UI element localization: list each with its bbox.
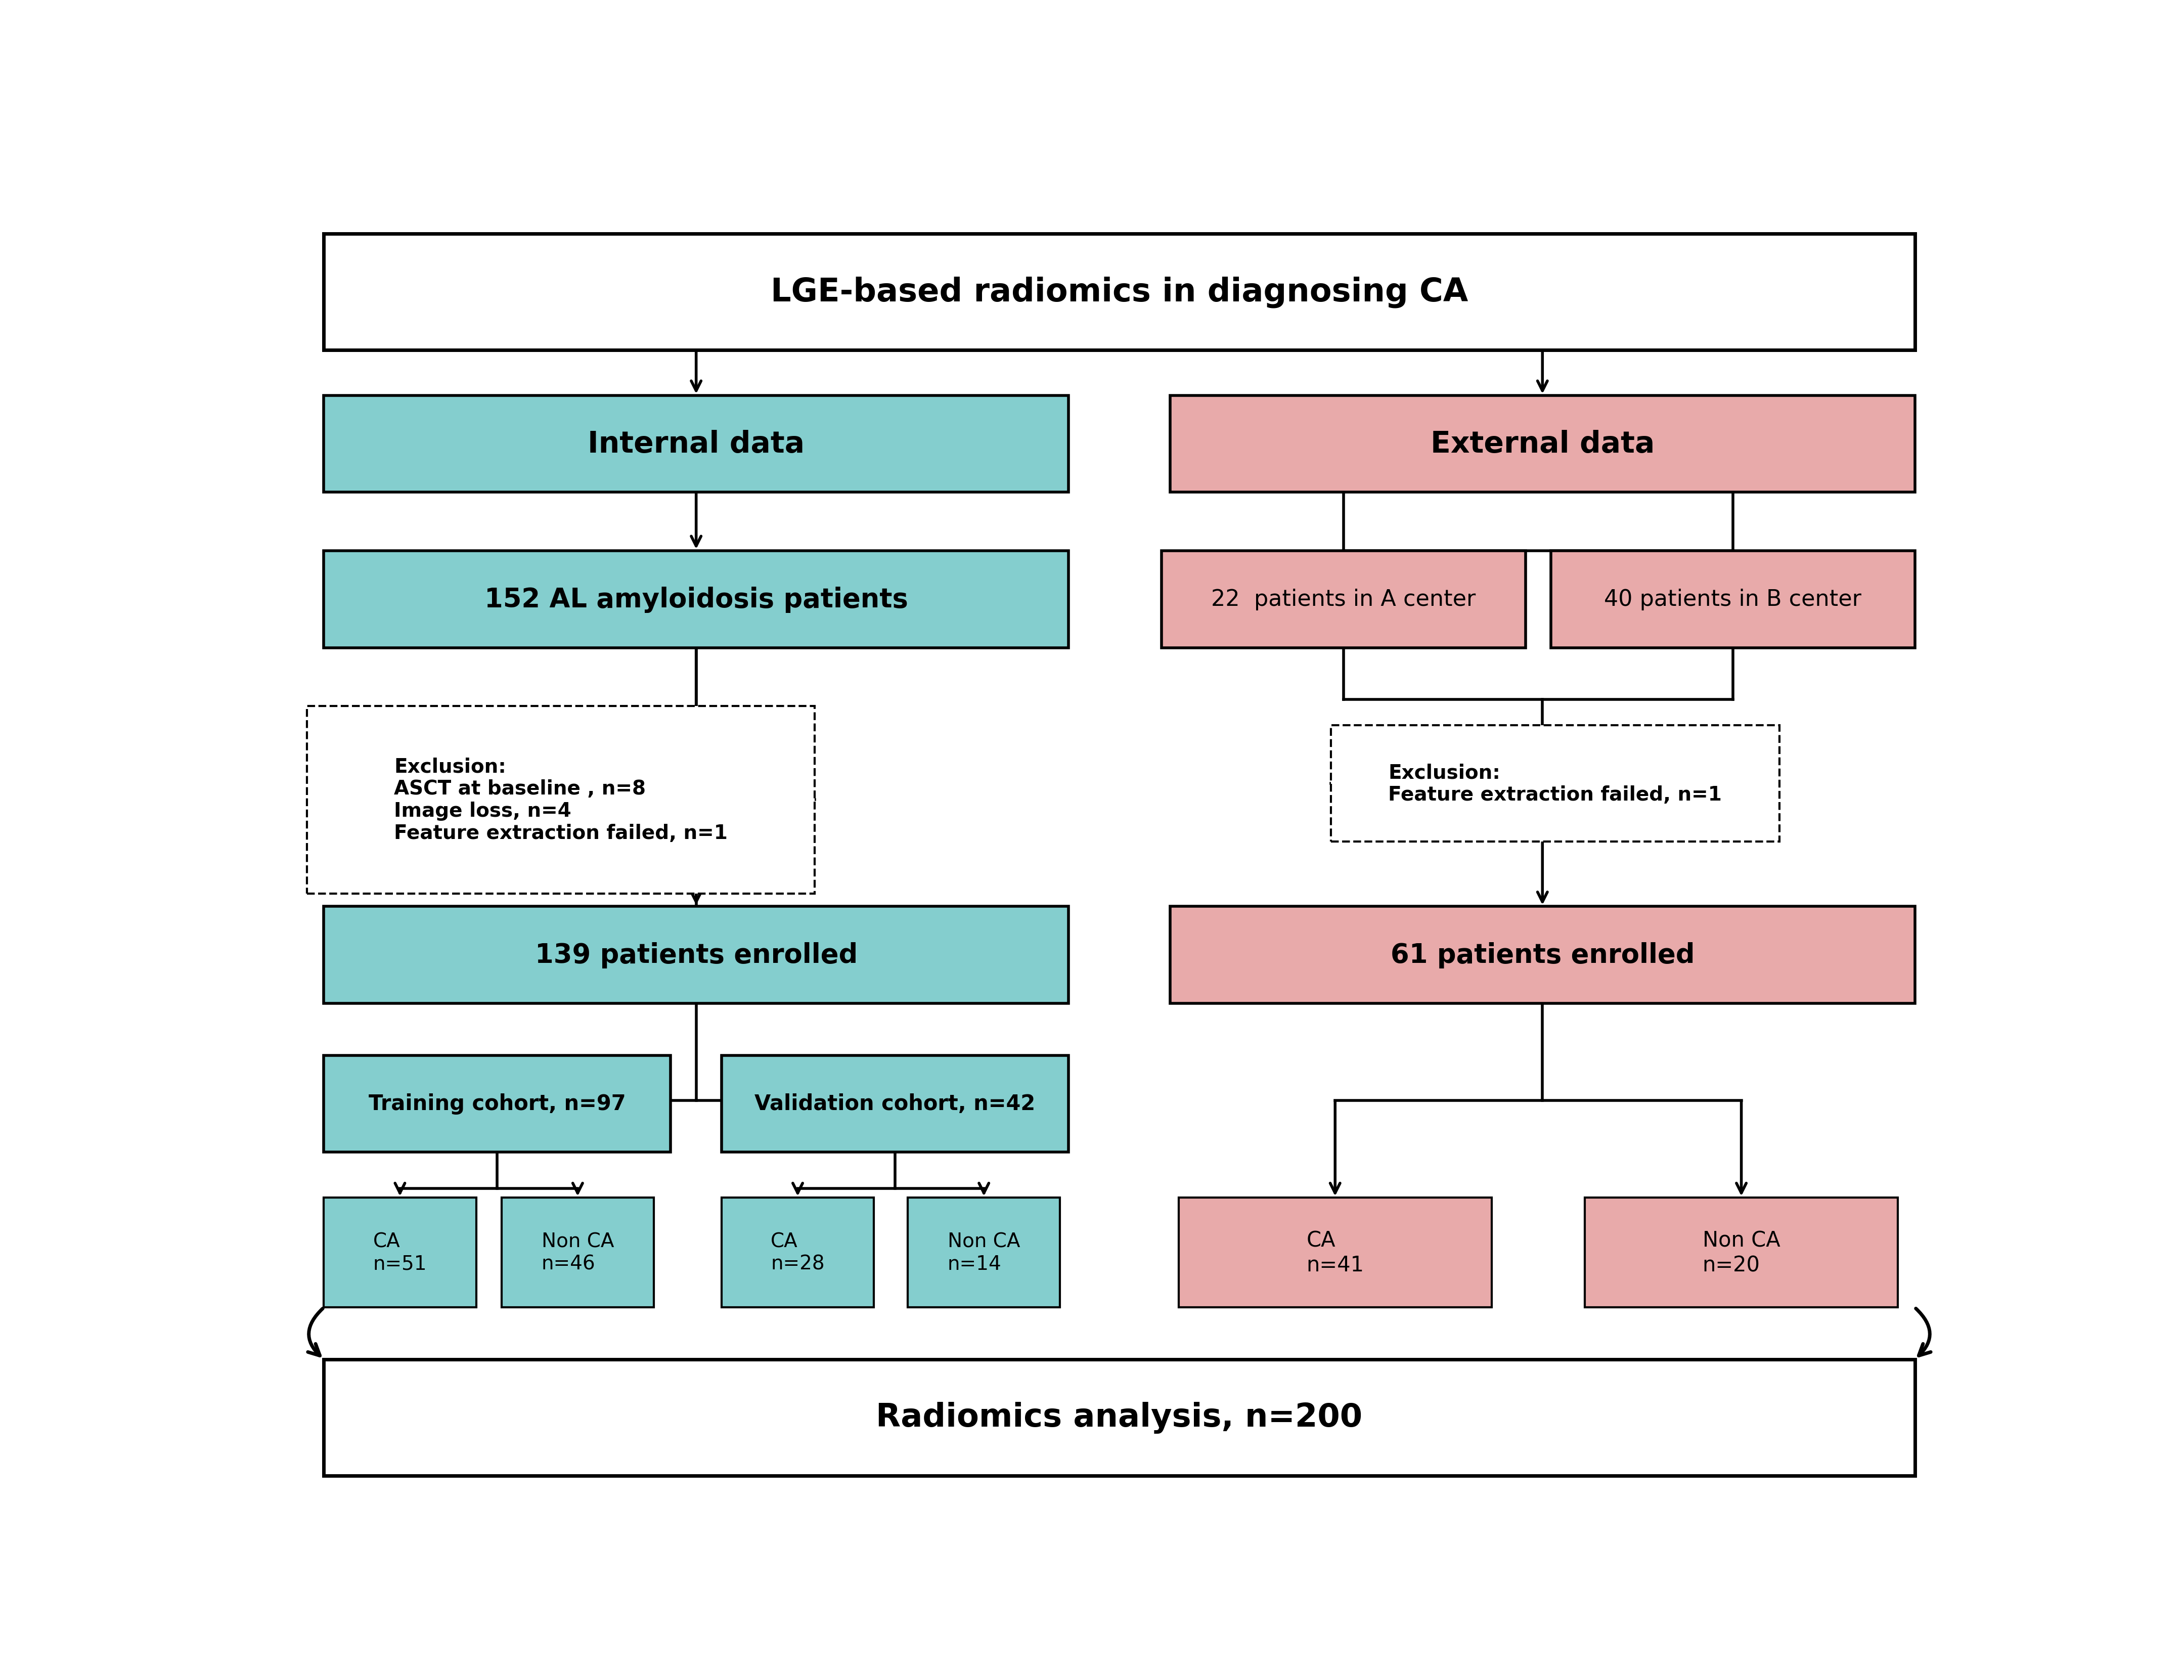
Text: Validation cohort, n=42: Validation cohort, n=42 bbox=[756, 1094, 1035, 1114]
FancyBboxPatch shape bbox=[1171, 396, 1915, 492]
FancyBboxPatch shape bbox=[1586, 1198, 1898, 1307]
Text: Radiomics analysis, n=200: Radiomics analysis, n=200 bbox=[876, 1401, 1363, 1433]
FancyArrowPatch shape bbox=[1915, 1309, 1931, 1356]
FancyBboxPatch shape bbox=[323, 234, 1915, 351]
FancyBboxPatch shape bbox=[721, 1055, 1068, 1152]
Text: CA
n=51: CA n=51 bbox=[373, 1231, 426, 1273]
Text: External data: External data bbox=[1431, 430, 1655, 459]
FancyBboxPatch shape bbox=[323, 551, 1068, 648]
Text: CA
n=41: CA n=41 bbox=[1306, 1230, 1365, 1275]
FancyArrowPatch shape bbox=[308, 1309, 323, 1356]
FancyBboxPatch shape bbox=[323, 1055, 670, 1152]
FancyBboxPatch shape bbox=[1171, 907, 1915, 1003]
FancyBboxPatch shape bbox=[1551, 551, 1915, 648]
FancyBboxPatch shape bbox=[909, 1198, 1059, 1307]
Text: Non CA
n=46: Non CA n=46 bbox=[542, 1231, 614, 1273]
Text: Non CA
n=20: Non CA n=20 bbox=[1704, 1230, 1780, 1275]
Text: Internal data: Internal data bbox=[587, 430, 804, 459]
FancyBboxPatch shape bbox=[323, 1359, 1915, 1475]
Text: Training cohort, n=97: Training cohort, n=97 bbox=[369, 1094, 627, 1114]
Text: LGE-based radiomics in diagnosing CA: LGE-based radiomics in diagnosing CA bbox=[771, 276, 1468, 307]
FancyBboxPatch shape bbox=[323, 907, 1068, 1003]
Text: 40 patients in B center: 40 patients in B center bbox=[1605, 588, 1861, 610]
FancyBboxPatch shape bbox=[1162, 551, 1524, 648]
FancyBboxPatch shape bbox=[502, 1198, 653, 1307]
FancyBboxPatch shape bbox=[323, 1198, 476, 1307]
Text: Exclusion:
Feature extraction failed, n=1: Exclusion: Feature extraction failed, n=… bbox=[1389, 763, 1721, 805]
Text: 22  patients in A center: 22 patients in A center bbox=[1212, 588, 1476, 610]
Text: 152 AL amyloidosis patients: 152 AL amyloidosis patients bbox=[485, 586, 909, 613]
FancyBboxPatch shape bbox=[1330, 726, 1780, 842]
Text: Non CA
n=14: Non CA n=14 bbox=[948, 1231, 1020, 1273]
Text: CA
n=28: CA n=28 bbox=[771, 1231, 826, 1273]
FancyBboxPatch shape bbox=[721, 1198, 874, 1307]
FancyBboxPatch shape bbox=[306, 706, 815, 894]
FancyBboxPatch shape bbox=[1179, 1198, 1492, 1307]
Text: 61 patients enrolled: 61 patients enrolled bbox=[1391, 942, 1695, 968]
Text: Exclusion:
ASCT at baseline , n=8
Image loss, n=4
Feature extraction failed, n=1: Exclusion: ASCT at baseline , n=8 Image … bbox=[393, 758, 727, 843]
Text: 139 patients enrolled: 139 patients enrolled bbox=[535, 942, 858, 968]
FancyBboxPatch shape bbox=[323, 396, 1068, 492]
